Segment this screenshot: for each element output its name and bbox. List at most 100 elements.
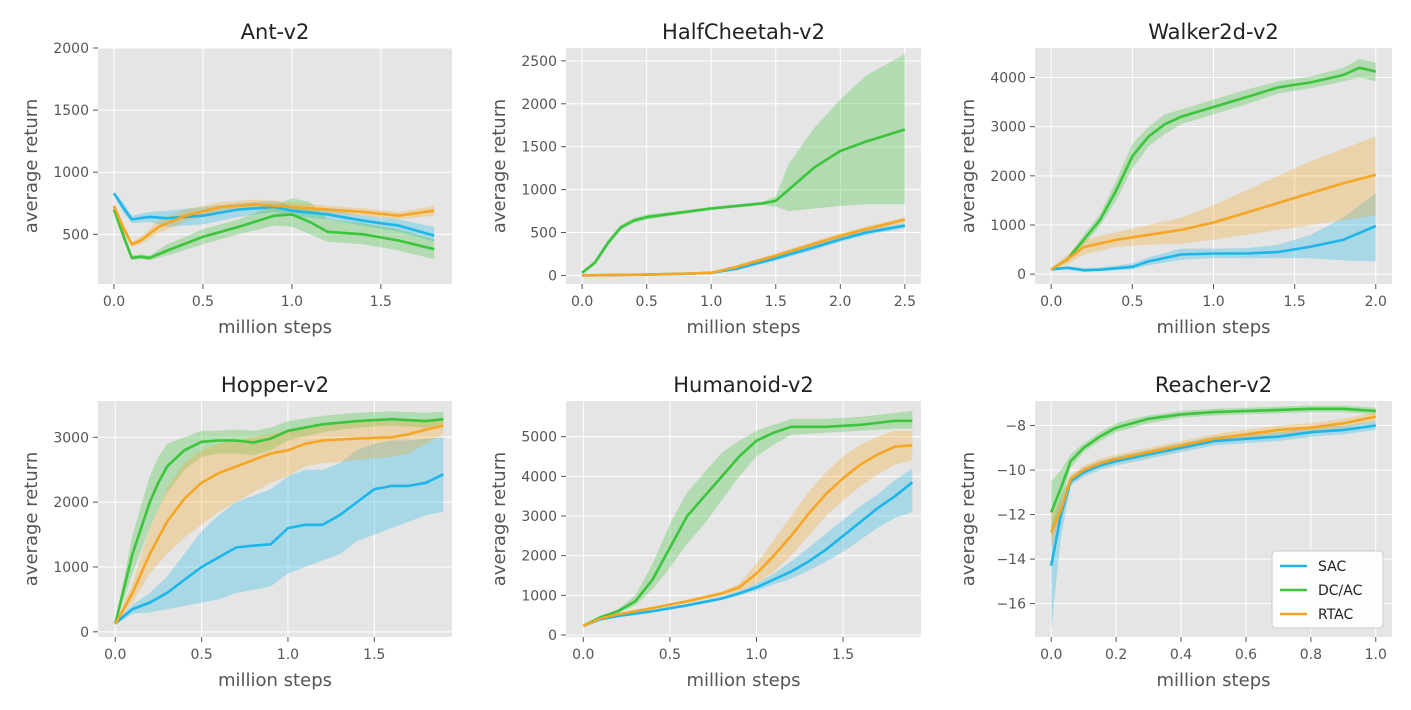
line-dc-ac	[112, 209, 435, 260]
line-rtac	[582, 444, 913, 628]
band-dc-ac	[583, 410, 913, 627]
y-tick-label: 0	[1017, 267, 1026, 283]
x-axis-label: million steps	[1157, 670, 1271, 691]
legend-label-rtac: RTAC	[1318, 607, 1354, 623]
y-tick-label: 2500	[521, 54, 557, 70]
y-tick-label: 3000	[990, 120, 1026, 136]
line-rtac	[1050, 173, 1377, 271]
x-tick-label: 0.0	[1040, 647, 1062, 663]
line-rtac	[582, 218, 906, 277]
x-tick-label: 0.5	[636, 294, 658, 310]
y-tick-label: 0	[548, 268, 557, 284]
band-sac	[583, 468, 913, 627]
plot-background	[566, 401, 921, 637]
legend: SAC DC/AC RTAC	[1271, 550, 1384, 629]
y-tick-label: 1500	[521, 140, 557, 156]
panel-walker2d-v2: 0.0 0.5 1.0 1.5 2.0 0 1000 2000 3000 4000 Walker2d…	[958, 20, 1392, 338]
y-tick-label: 3000	[521, 509, 557, 525]
x-tick-label: 0.0	[103, 294, 125, 310]
line-rtac	[1050, 415, 1377, 533]
x-tick-label: 0.6	[1235, 647, 1257, 663]
line-dc-ac	[581, 128, 906, 274]
x-tick-label: 2.0	[829, 294, 851, 310]
subplots-grid: 0.0 0.5 1.0 1.5 500 1000 1500 2000 Ant-v2 million…	[21, 20, 1392, 691]
y-axis-label: average return	[489, 452, 510, 586]
panel-reacher-v2: 0.0 0.2 0.4 0.6 0.8 1.0 −16 −14 −12 −10 −8 Reacher-…	[958, 373, 1392, 691]
band-dc-ac	[1051, 58, 1376, 271]
panel-halfcheetah-v2: 0.0 0.5 1.0 1.5 2.0 2.5 0 500 1000 1500 2000 2500 Ha…	[489, 20, 921, 338]
x-tick-label: 0.2	[1105, 647, 1127, 663]
panel-hopper-v2: 0.0 0.5 1.0 1.5 0 1000 2000 3000 Hopper-v2 millio…	[21, 373, 452, 691]
x-tick-label: 0.4	[1170, 647, 1192, 663]
y-axis-label: average return	[21, 99, 42, 233]
x-tick-label: 2.0	[1365, 294, 1387, 310]
x-tick-label: 1.0	[1365, 647, 1387, 663]
band-rtac	[583, 430, 913, 627]
x-tick-label: 0.0	[104, 647, 126, 663]
y-tick-label: 5000	[521, 430, 557, 446]
y-tick-label: 2000	[521, 97, 557, 113]
x-tick-label: 1.5	[765, 294, 787, 310]
line-sac	[1049, 424, 1376, 567]
y-tick-label: −10	[996, 463, 1026, 479]
chart-title: Reacher-v2	[1155, 373, 1272, 397]
line-sac	[112, 192, 435, 237]
chart-title: HalfCheetah-v2	[662, 20, 825, 44]
x-tick-label: 0.0	[572, 647, 594, 663]
y-axis-label: average return	[489, 99, 510, 233]
y-tick-label: 4000	[521, 469, 557, 485]
panel-humanoid-v2: 0.0 0.5 1.0 1.5 0 1000 2000 3000 4000 5000 Humanoi…	[489, 373, 921, 691]
line-sac	[114, 473, 444, 625]
y-tick-label: 4000	[990, 71, 1026, 87]
x-tick-label: 1.5	[832, 647, 854, 663]
band-sac	[1051, 193, 1376, 272]
legend-label-sac: SAC	[1318, 559, 1346, 575]
y-tick-label: 1500	[53, 103, 89, 119]
x-axis-label: million steps	[218, 317, 332, 338]
y-tick-label: 1000	[53, 165, 89, 181]
chart-title: Hopper-v2	[221, 373, 329, 397]
band-rtac	[115, 417, 444, 626]
y-tick-label: 500	[62, 227, 89, 243]
y-tick-label: 1000	[521, 588, 557, 604]
line-dc-ac	[1050, 66, 1377, 271]
y-tick-label: 0	[548, 628, 557, 644]
y-axis-label: average return	[21, 452, 42, 586]
y-tick-label: −16	[996, 597, 1026, 613]
x-axis-label: million steps	[1157, 317, 1271, 338]
line-sac	[582, 481, 914, 628]
band-dc-ac	[582, 54, 905, 274]
y-tick-label: 500	[530, 226, 557, 242]
y-tick-label: 1000	[521, 183, 557, 199]
x-tick-label: 1.0	[277, 647, 299, 663]
chart-title: Humanoid-v2	[673, 373, 814, 397]
chart-title: Walker2d-v2	[1148, 20, 1279, 44]
band-sac	[115, 437, 444, 625]
line-dc-ac	[1049, 407, 1376, 513]
line-sac	[1051, 224, 1377, 272]
x-tick-label: 1.0	[281, 294, 303, 310]
x-tick-label: 0.0	[1040, 294, 1062, 310]
y-tick-label: −14	[996, 552, 1026, 568]
line-rtac	[114, 424, 444, 625]
x-tick-label: 0.5	[192, 294, 214, 310]
x-tick-label: 0.8	[1300, 647, 1322, 663]
legend-label-dc-ac: DC/AC	[1318, 583, 1363, 599]
chart-title: Ant-v2	[241, 20, 310, 44]
x-tick-label: 1.5	[1284, 294, 1306, 310]
y-tick-label: 1000	[990, 218, 1026, 234]
y-tick-label: 2000	[521, 549, 557, 565]
y-tick-label: 3000	[53, 430, 89, 446]
y-tick-label: 0	[80, 625, 89, 641]
x-tick-label: 1.0	[745, 647, 767, 663]
x-tick-label: 0.5	[1121, 294, 1143, 310]
x-tick-label: 1.0	[700, 294, 722, 310]
line-dc-ac	[114, 417, 444, 624]
x-axis-label: million steps	[687, 670, 801, 691]
x-tick-label: 0.5	[190, 647, 212, 663]
y-tick-label: 2000	[53, 495, 89, 511]
band-dc-ac	[114, 198, 435, 261]
x-axis-label: million steps	[218, 670, 332, 691]
x-tick-label: 0.5	[659, 647, 681, 663]
